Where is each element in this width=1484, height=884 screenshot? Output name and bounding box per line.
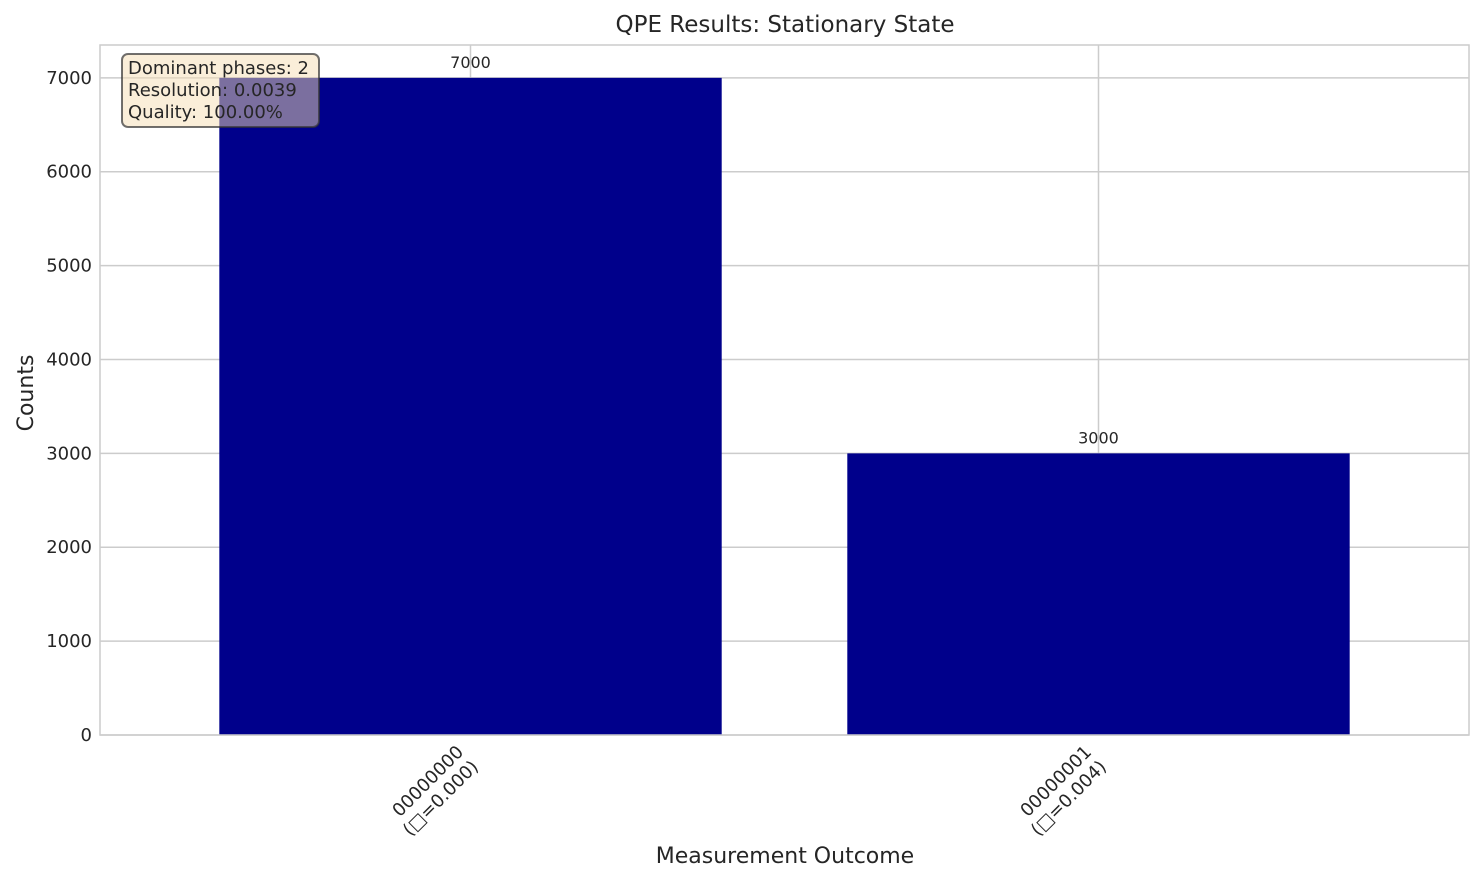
- x-tick-label: 00000001(□=0.004): [1012, 742, 1111, 841]
- bar: [847, 453, 1350, 735]
- y-tick-label: 5000: [46, 256, 92, 277]
- info-line-phases: Dominant phases: 2: [128, 58, 309, 79]
- y-tick-label: 4000: [46, 349, 92, 370]
- bar-value-label: 7000: [450, 53, 491, 72]
- y-tick-labels: 0 1000 2000 3000 4000 5000 6000 7000: [46, 68, 92, 746]
- bar-value-label: 3000: [1078, 428, 1119, 447]
- x-tick-labels: 00000000(□=0.000) 00000001(□=0.004): [384, 742, 1111, 841]
- info-line-resolution: Resolution: 0.0039: [128, 80, 297, 101]
- y-tick-label: 3000: [46, 443, 92, 464]
- bar-value-labels: 7000 3000: [450, 53, 1119, 448]
- info-line-quality: Quality: 100.00%: [128, 102, 283, 123]
- info-box-background: [121, 53, 320, 128]
- x-tick-label: 00000000(□=0.000): [384, 742, 483, 841]
- y-axis-label: Counts: [14, 355, 39, 432]
- info-box: Dominant phases: 2 Resolution: 0.0039 Qu…: [121, 53, 320, 128]
- plot-frame: [99, 44, 1470, 736]
- y-tick-label: 2000: [46, 537, 92, 558]
- x-axis-label: Measurement Outcome: [656, 844, 914, 869]
- bars: [219, 77, 1350, 736]
- y-tick-label: 1000: [46, 631, 92, 652]
- y-tick-label: 7000: [46, 68, 92, 89]
- bar: [219, 77, 722, 736]
- chart-title: QPE Results: Stationary State: [615, 12, 954, 38]
- y-tick-label: 6000: [46, 162, 92, 183]
- y-tick-label: 0: [81, 725, 92, 746]
